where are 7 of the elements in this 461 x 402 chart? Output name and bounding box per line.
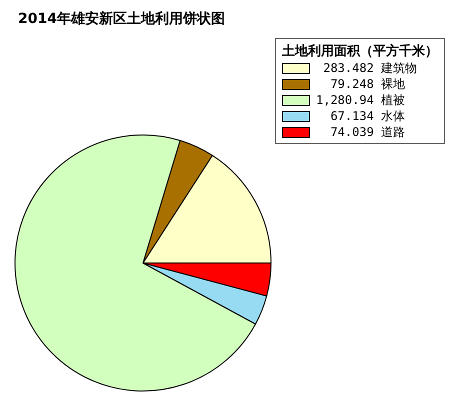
legend-label: 79.248 裸地: [329, 76, 406, 92]
chart-title: 2014年雄安新区土地利用饼状图: [18, 10, 225, 28]
legend-label: 283.482 建筑物: [322, 60, 418, 76]
legend-label: 67.134 水体: [329, 108, 406, 124]
legend-label: 74.039 道路: [329, 124, 406, 140]
legend-label: 1,280.94 植被: [316, 92, 406, 108]
legend-title: 土地利用面积（平方千米）: [282, 42, 438, 60]
